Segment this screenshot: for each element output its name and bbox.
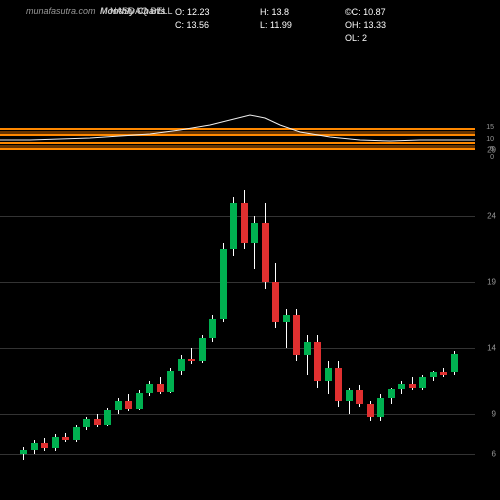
candle — [167, 0, 174, 500]
candle — [146, 0, 153, 500]
candle — [356, 0, 363, 500]
chart-y-label: 24 — [487, 212, 496, 221]
candle — [325, 0, 332, 500]
candle — [377, 0, 384, 500]
candle — [251, 0, 258, 500]
candle — [367, 0, 374, 500]
candle — [136, 0, 143, 500]
candle — [430, 0, 437, 500]
candle — [398, 0, 405, 500]
candle — [304, 0, 311, 500]
candle — [178, 0, 185, 500]
candle — [157, 0, 164, 500]
chart-y-label: 6 — [492, 449, 496, 458]
candle — [293, 0, 300, 500]
candle — [388, 0, 395, 500]
candle — [220, 0, 227, 500]
candle — [20, 0, 27, 500]
indicator-y-label: 15 — [486, 124, 494, 131]
indicator-y-label: 10 — [486, 136, 494, 143]
chart-y-label: 14 — [487, 344, 496, 353]
chart-y-label: 29 — [487, 146, 496, 155]
candle — [241, 0, 248, 500]
candle — [73, 0, 80, 500]
candle — [272, 0, 279, 500]
candle — [346, 0, 353, 500]
candle — [199, 0, 206, 500]
candle — [125, 0, 132, 500]
candle — [115, 0, 122, 500]
candle — [230, 0, 237, 500]
candle — [94, 0, 101, 500]
candle — [283, 0, 290, 500]
candle — [104, 0, 111, 500]
candle — [52, 0, 59, 500]
candle — [83, 0, 90, 500]
candle — [440, 0, 447, 500]
candle — [31, 0, 38, 500]
candle — [335, 0, 342, 500]
indicator-y-label: 0 — [490, 154, 494, 161]
candle — [419, 0, 426, 500]
chart-y-label: 9 — [492, 410, 496, 419]
candle — [314, 0, 321, 500]
candle — [451, 0, 458, 500]
candle — [41, 0, 48, 500]
candle — [209, 0, 216, 500]
candle — [188, 0, 195, 500]
candle — [62, 0, 69, 500]
chart-y-label: 19 — [487, 278, 496, 287]
candle — [262, 0, 269, 500]
candle — [409, 0, 416, 500]
